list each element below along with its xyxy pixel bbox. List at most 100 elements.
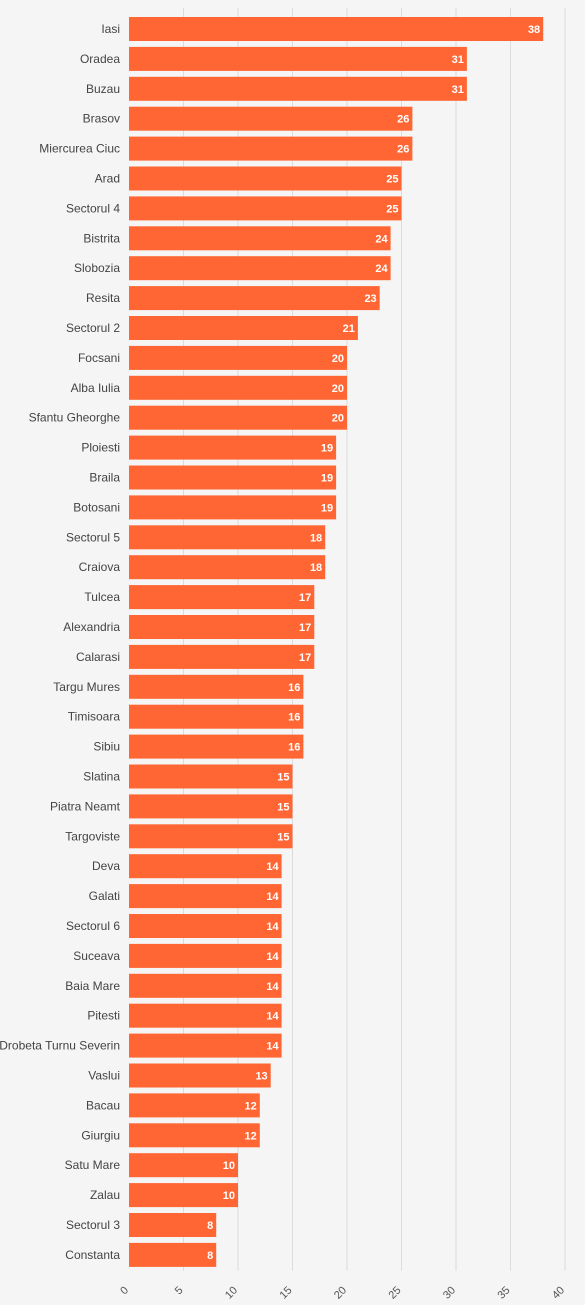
category-label: Vaslui — [88, 1069, 120, 1083]
bar — [129, 46, 467, 71]
category-label: Sectorul 3 — [66, 1218, 120, 1232]
category-label: Targoviste — [65, 829, 120, 843]
bar — [129, 136, 413, 161]
bar-value-label: 10 — [223, 1190, 235, 1202]
bar — [129, 375, 347, 400]
category-label: Ploiesti — [81, 441, 120, 455]
bar-value-label: 14 — [266, 891, 279, 903]
bar — [129, 286, 380, 311]
x-tick-label: 35 — [495, 1284, 512, 1301]
bar-value-label: 17 — [299, 652, 311, 664]
category-label: Craiova — [79, 560, 121, 574]
bar-value-label: 25 — [386, 203, 398, 215]
bar-value-label: 14 — [266, 1011, 279, 1023]
bar — [129, 256, 391, 281]
bar-value-label: 14 — [266, 921, 279, 933]
x-tick-label: 5 — [173, 1284, 186, 1297]
bar-value-label: 20 — [332, 413, 344, 425]
bar-value-label: 15 — [277, 831, 289, 843]
bar-value-label: 12 — [245, 1100, 257, 1112]
category-label: Baia Mare — [65, 979, 120, 993]
bar-value-label: 24 — [375, 233, 388, 245]
x-tick-label: 10 — [223, 1284, 240, 1301]
category-label: Piatra Neamt — [50, 799, 121, 813]
bar-value-label: 20 — [332, 353, 344, 365]
bar — [129, 615, 315, 639]
bar — [129, 226, 391, 251]
bar-value-label: 15 — [277, 801, 289, 813]
category-label: Sectorul 4 — [66, 201, 120, 215]
bar-value-label: 16 — [288, 712, 300, 724]
bar-value-label: 21 — [343, 323, 355, 335]
bar-value-label: 12 — [245, 1130, 257, 1142]
bar-value-label: 17 — [299, 592, 311, 604]
bar — [129, 1123, 260, 1148]
bar-value-label: 31 — [452, 84, 464, 96]
x-tick-label: 40 — [550, 1284, 567, 1301]
bar-value-label: 26 — [397, 144, 409, 156]
bar — [129, 1033, 282, 1058]
bar — [129, 316, 358, 340]
bar — [129, 854, 282, 879]
bar — [129, 555, 326, 580]
bar-value-label: 38 — [528, 24, 540, 36]
bar-value-label: 14 — [266, 951, 279, 963]
category-label: Sectorul 6 — [66, 919, 120, 933]
bar — [129, 495, 337, 520]
bar-value-label: 16 — [288, 742, 300, 754]
bar-value-label: 24 — [375, 263, 388, 275]
bar — [129, 1003, 282, 1028]
category-label: Buzau — [86, 82, 120, 96]
category-label: Alexandria — [63, 620, 120, 634]
bar — [129, 76, 467, 101]
bar — [129, 525, 326, 550]
bar-value-label: 15 — [277, 772, 289, 784]
bar — [129, 1242, 217, 1267]
category-label: Giurgiu — [81, 1128, 120, 1142]
bar — [129, 465, 337, 490]
bar — [129, 973, 282, 998]
x-tick-label: 15 — [277, 1284, 294, 1301]
category-label: Satu Mare — [65, 1158, 121, 1172]
category-label: Deva — [92, 859, 120, 873]
x-tick-label: 0 — [118, 1284, 131, 1297]
bar — [129, 106, 413, 131]
bar — [129, 1213, 217, 1237]
bar-value-label: 14 — [266, 861, 279, 873]
category-label: Arad — [95, 172, 120, 186]
bar — [129, 585, 315, 610]
bar-value-label: 18 — [310, 532, 322, 544]
bar-value-label: 14 — [266, 981, 279, 993]
category-label: Slobozia — [74, 261, 120, 275]
category-label: Miercurea Ciuc — [39, 142, 120, 156]
bar — [129, 166, 402, 191]
bar-value-label: 10 — [223, 1160, 235, 1172]
x-axis-ticks: 0 5 10 15 20 25 30 35 40 — [118, 1284, 567, 1301]
category-label: Tulcea — [84, 590, 120, 604]
bar-value-label: 14 — [266, 1041, 279, 1053]
bar — [129, 674, 304, 699]
category-label: Sfantu Gheorghe — [29, 411, 121, 425]
category-label: Timisoara — [68, 710, 121, 724]
bar-value-label: 19 — [321, 473, 333, 485]
bar-value-label: 18 — [310, 562, 322, 574]
category-label: Focsani — [78, 351, 120, 365]
bar-value-label: 31 — [452, 54, 464, 66]
bar — [129, 1153, 238, 1178]
category-label: Braila — [89, 471, 120, 485]
category-label: Calarasi — [76, 650, 120, 664]
bar-value-label: 16 — [288, 682, 300, 694]
bar — [129, 435, 337, 460]
bar-value-label: 20 — [332, 383, 344, 395]
bar — [129, 1093, 260, 1118]
bar-layer: Iasi 38 Oradea 31 Buzau 31 Brasov 26 Miercurea C… — [0, 17, 544, 1267]
bar — [129, 943, 282, 968]
category-label: Iasi — [101, 22, 120, 36]
category-label: Galati — [89, 889, 120, 903]
category-label: Drobeta Turnu Severin — [0, 1039, 120, 1053]
bar — [129, 196, 402, 221]
category-label: Sibiu — [93, 740, 120, 754]
bar — [129, 1063, 271, 1088]
bar — [129, 884, 282, 909]
